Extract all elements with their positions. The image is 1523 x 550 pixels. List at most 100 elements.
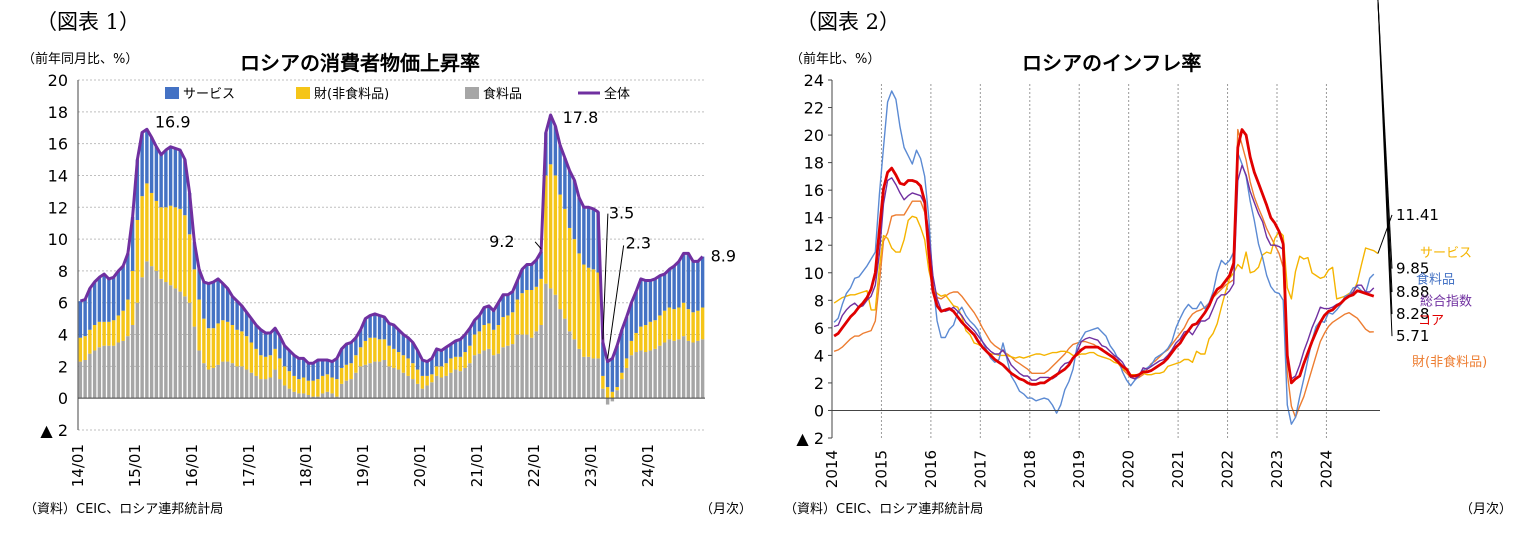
bar-services [458,339,463,357]
bar-food [154,270,159,399]
bar-goods [373,337,377,362]
bar-goods [510,312,515,345]
bar-goods [249,342,254,373]
bar-services [681,253,686,303]
bar-services [297,358,301,380]
bar-services [653,278,657,321]
bar-goods [135,220,140,303]
bar-goods [482,325,486,351]
bar-services [168,146,173,206]
bar-food [325,391,330,399]
bar-food [582,356,586,399]
bar-services [126,253,130,300]
bar-services [330,361,334,378]
bar-food [382,360,387,399]
x-tick-label: 23/01 [582,444,600,487]
bar-services [377,315,382,340]
bar-food [97,347,102,399]
bar-goods [278,358,282,380]
bar-goods [216,323,220,365]
bar-food [377,361,382,399]
bar-food [373,361,377,399]
bar-services [316,360,320,380]
bar-services [534,259,539,287]
bar-goods [178,208,182,292]
y-tick-label: 24 [804,71,824,90]
bar-food [472,355,477,399]
bar-services [382,317,387,340]
bar-goods [672,309,676,341]
x-tick-label: 20/01 [411,444,429,487]
series-name-food: 食料品 [1416,271,1455,287]
bar-food [287,388,292,399]
bar-goods [173,207,178,289]
bar-services [453,340,458,357]
bar-services [135,159,140,220]
bar-food [453,369,458,399]
x-tick-label: 2018 [1021,450,1039,488]
bar-food [339,383,344,399]
x-tick-label: 16/01 [183,444,201,487]
bar-food [187,302,192,399]
bar-goods [192,269,197,327]
bar-services [548,115,553,165]
bar-food [225,361,230,399]
bar-food [515,334,520,399]
bar-goods [368,337,372,364]
bar-services [691,261,695,313]
y-tick-label: 2 [814,374,824,393]
bar-food [444,375,448,399]
bar-services [420,360,425,376]
bar-food [301,393,306,399]
line-food [833,90,1375,425]
bar-services [415,350,420,370]
bar-goods [677,307,681,340]
bar-goods [691,312,695,343]
bar-services [320,360,325,376]
bar-goods [363,340,368,365]
bar-goods [168,205,173,286]
bar-food [501,347,505,399]
bar-services [102,274,106,322]
bar-services [601,342,605,376]
bar-goods [629,340,634,356]
bar-food [506,345,510,399]
bar-services [434,348,439,367]
bar-food [88,353,92,399]
bar-services [363,318,368,341]
y-tick-label: 18 [48,103,68,122]
bar-goods [320,375,325,394]
bar-services [620,329,624,373]
bar-services [591,208,596,270]
bar-food [116,342,121,399]
bar-services [301,358,306,378]
bar-goods [468,345,472,364]
bar-goods [130,270,135,325]
bar-goods [515,299,520,335]
series-name-total: 総合指数 [1420,294,1472,309]
bar-goods [496,325,501,354]
bar-food [197,350,201,399]
bar-services [354,337,358,356]
legend-label-goods: 財(非食料品) [314,86,389,102]
bar-food [278,379,282,399]
bar-food [83,360,87,399]
bar-services [140,132,144,197]
y-tick-label: 4 [58,326,68,345]
bar-goods [425,375,429,386]
bar-food [643,352,648,399]
bar-food [449,372,453,399]
bar-food [634,352,638,399]
bar-services [629,302,634,341]
bar-food [259,379,263,399]
bar-goods [145,183,149,262]
bar-services [178,150,182,209]
bar-food [396,369,401,399]
bar-goods [339,367,344,384]
annotation-label: 8.9 [711,247,736,266]
bar-services [230,296,235,325]
bar-goods [463,352,467,368]
bar-goods [78,337,83,362]
x-tick-label: 2022 [1219,450,1237,488]
